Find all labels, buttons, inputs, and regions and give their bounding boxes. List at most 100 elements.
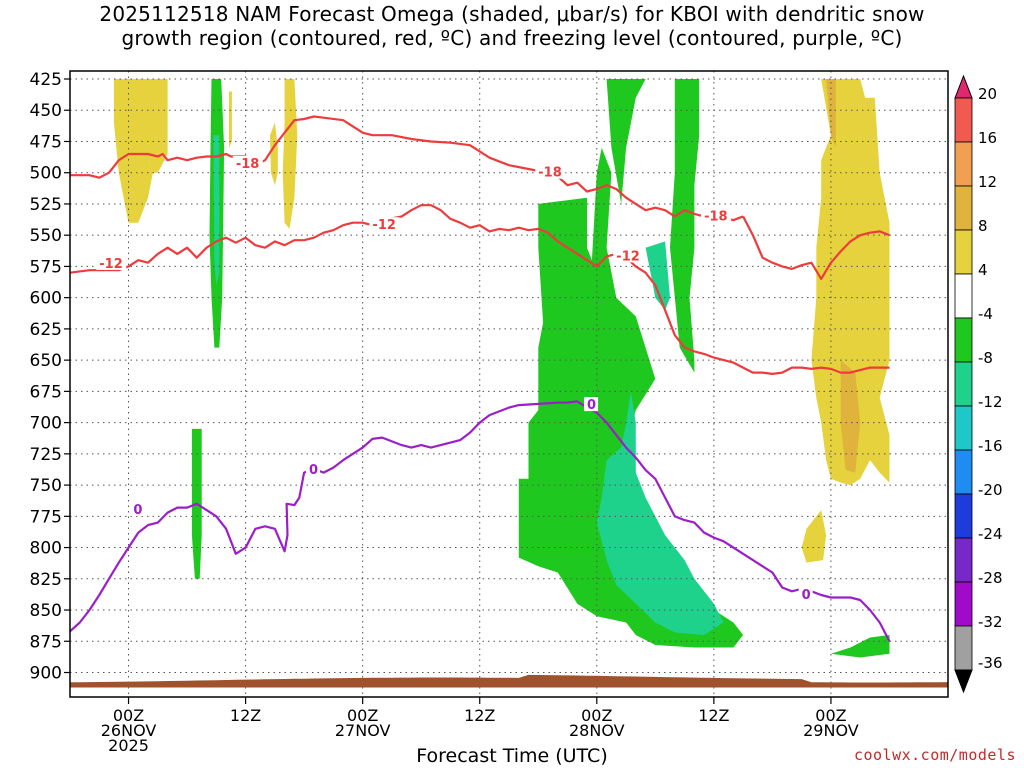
contour-label: 0 [587,398,596,413]
y-tick-label: 725 [30,445,62,465]
y-tick-label: 450 [30,101,62,121]
colorbar-label: -24 [978,525,1003,543]
colorbar-swatch [954,493,973,539]
contour-label-bg [306,462,321,477]
colorbar-swatch [954,449,973,495]
plot-frame [69,70,949,698]
y-tick-label: 825 [30,570,62,590]
contour-line [70,115,744,222]
contour-layer: -18 -18 -18 -12 -12 -12 0 0 0 0 [69,115,891,642]
ground-surface [70,674,948,688]
contour-label: -12 [99,257,123,272]
x-tick-label: 00Z [815,706,846,725]
colorbar-label: 20 [978,85,997,103]
colorbar-label: -8 [978,349,993,367]
contour-line [69,400,891,642]
contour-label: -18 [538,166,562,181]
chart-title: 2025112518 NAM Forecast Omega (shaded, μ… [0,2,1024,50]
shade-positive-5 [229,91,232,148]
colorbar-label: -36 [978,654,1003,672]
x-tick-label: 00Z [347,706,378,725]
colorbar-bottom-arrow [954,669,973,694]
contour-label: 0 [133,503,142,518]
colorbar-swatch [954,581,973,627]
shade-positive-2 [148,79,168,173]
colorbar-swatch [954,273,973,319]
y-tick-label: 800 [30,539,62,559]
x-tick-label: 27NOV [335,721,391,740]
omega-shading-layer [113,79,890,658]
contour-label: 0 [309,463,318,478]
y-tick-label: 650 [30,351,62,371]
x-tick-label: 12Z [230,706,261,725]
chart-title-line-2: growth region (contoured, red, ºC) and f… [121,26,903,50]
colorbar-label: 4 [978,261,988,279]
y-tick-label: 775 [30,507,62,527]
x-tick-label: 2025 [108,736,149,755]
x-tick-label: 12Z [698,706,729,725]
contour-label-bg [96,255,127,270]
colorbar-label: 16 [978,129,997,147]
credit-text: coolwx.com/models [853,746,1016,764]
x-axis-title: Forecast Time (UTC) [416,745,608,767]
contour-label-bg [130,502,145,517]
chart-title-line-1: 2025112518 NAM Forecast Omega (shaded, μ… [99,2,925,26]
shade-negative-7 [596,391,724,635]
ground-layer [70,674,948,688]
colorbar-swatch [954,97,973,143]
y-tick-label: 900 [30,664,62,684]
colorbar-label: -16 [978,437,1003,455]
colorbar-label: 12 [978,173,997,191]
shade-negative-8 [645,241,670,311]
y-tick-label: 750 [30,476,62,496]
x-tick-label: 00Z [113,706,144,725]
colorbar-swatch [954,537,973,583]
colorbar-swatch [954,229,973,275]
contour-label: -12 [372,218,396,233]
contour-label-bg [584,397,599,412]
axes-layer: 425 450 475 500 525 550 575 600 625 650 675 700 725 7… [30,70,949,755]
colorbar-swatch [954,625,973,671]
contour-label-bg [535,164,566,179]
contour-label: -12 [616,249,640,264]
contour-label-bg [798,587,813,602]
shade-negative-9 [830,635,890,658]
x-tick-label: 29NOV [803,721,859,740]
y-tick-label: 525 [30,195,62,215]
y-tick-label: 550 [30,226,62,246]
y-tick-label: 625 [30,320,62,340]
shade-positive-9 [801,510,827,563]
x-tick-label: 26NOV [101,721,157,740]
y-tick-label: 475 [30,132,62,152]
grid-layer [70,71,948,697]
colorbar-label: -12 [978,393,1003,411]
shade-positive-4 [270,122,278,186]
colorbar: 20 16 12 8 4 -4 -8 -12 -16 -20 -24 -28 -32 -36 [954,74,1003,694]
colorbar-swatch [954,317,973,363]
colorbar-swatch [954,405,973,451]
x-tick-label: 28NOV [569,721,625,740]
y-tick-label: 850 [30,601,62,621]
contour-label-bg [369,217,400,232]
shade-negative-2 [213,135,220,286]
shade-negative-4 [557,79,700,373]
colorbar-label: -32 [978,613,1003,631]
colorbar-label: -28 [978,569,1003,587]
shade-positive-1 [113,79,153,223]
contour-line [742,215,890,280]
contour-label: -18 [236,157,260,172]
y-tick-label: 500 [30,164,62,184]
colorbar-swatch [954,141,973,187]
y-tick-label: 700 [30,414,62,434]
contour-line [69,204,890,375]
colorbar-label: 8 [978,217,988,235]
y-tick-label: 425 [30,70,62,90]
y-tick-label: 675 [30,382,62,402]
shade-positive-3 [282,79,298,229]
contour-label: -18 [704,209,728,224]
contour-label-bg [232,155,263,170]
x-tick-label: 00Z [581,706,612,725]
y-tick-label: 600 [30,289,62,309]
shade-positive-8 [840,360,861,473]
